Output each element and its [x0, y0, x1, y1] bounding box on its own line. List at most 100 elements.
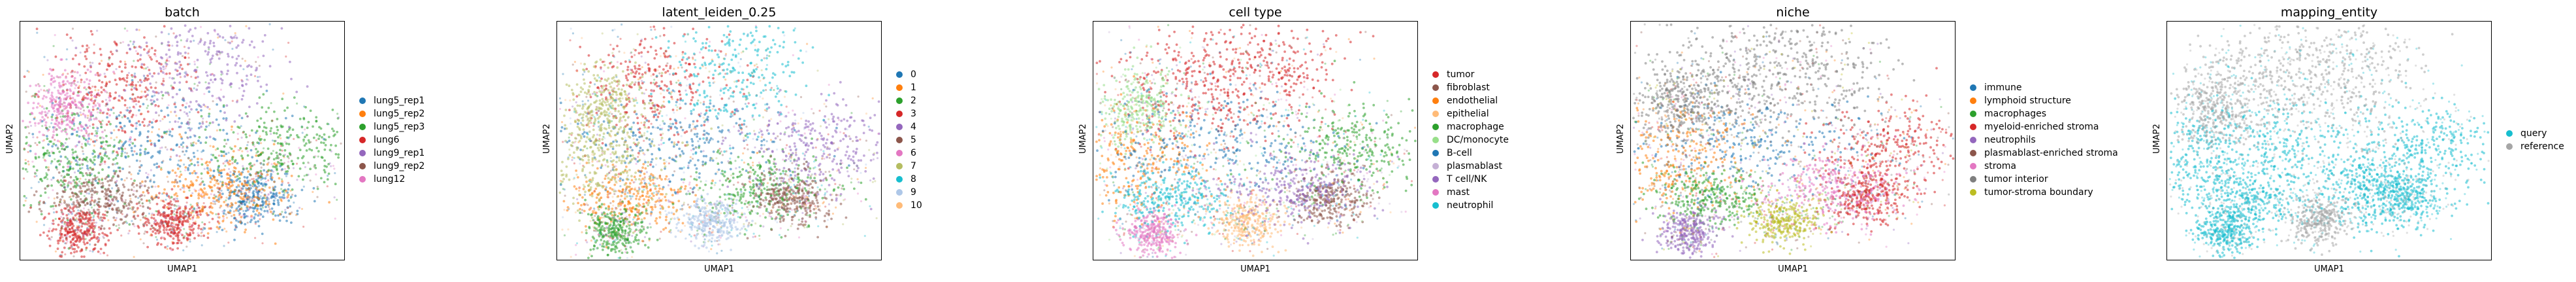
scatter-point: [784, 131, 786, 133]
scatter-point: [738, 117, 741, 120]
scatter-point: [657, 190, 660, 193]
scatter-point: [261, 206, 264, 209]
scatter-point: [286, 197, 289, 200]
scatter-point: [80, 81, 82, 84]
scatter-point: [676, 109, 679, 111]
scatter-point: [257, 193, 260, 196]
scatter-point: [166, 149, 169, 151]
scatter-point: [250, 219, 253, 221]
scatter-point: [309, 109, 312, 113]
scatter-point: [127, 188, 130, 192]
scatter-point: [131, 220, 133, 222]
scatter-point: [244, 180, 246, 183]
scatter-point: [259, 171, 262, 174]
scatter-point: [133, 190, 135, 192]
scatter-point: [184, 75, 186, 78]
scatter-point: [204, 192, 207, 196]
scatter-point: [107, 166, 110, 169]
scatter-point: [624, 168, 627, 171]
scatter-point: [150, 224, 153, 227]
scatter-point: [741, 168, 745, 171]
scatter-point: [129, 40, 132, 43]
scatter-point: [169, 247, 172, 250]
scatter-point: [261, 106, 264, 109]
scatter-point: [146, 110, 150, 113]
scatter-point: [121, 145, 124, 148]
scatter-point: [86, 229, 89, 232]
scatter-point: [137, 232, 140, 235]
scatter-point: [205, 125, 208, 128]
scatter-point: [692, 153, 694, 156]
scatter-point: [89, 138, 92, 141]
scatter-point: [72, 224, 75, 227]
scatter-point: [162, 220, 165, 223]
scatter-point: [115, 49, 118, 52]
scatter-point: [225, 213, 227, 216]
scatter-point: [35, 169, 39, 172]
scatter-point: [171, 227, 174, 230]
scatter-point: [75, 160, 78, 162]
scatter-point: [705, 137, 709, 140]
scatter-point: [814, 207, 817, 210]
scatter-point: [138, 29, 140, 31]
scatter-point: [91, 178, 95, 181]
scatter-point: [184, 24, 187, 27]
scatter-point: [246, 196, 248, 200]
scatter-point: [137, 80, 140, 83]
scatter-point: [326, 185, 329, 188]
scatter-point: [240, 216, 243, 219]
scatter-point: [203, 167, 206, 170]
scatter-point: [56, 139, 59, 143]
scatter-point: [173, 185, 176, 188]
scatter-point: [191, 192, 194, 194]
scatter-point: [35, 190, 38, 193]
scatter-point: [130, 130, 133, 133]
scatter-point: [184, 56, 187, 60]
scatter-point: [169, 120, 171, 124]
scatter-point: [74, 233, 77, 236]
scatter-point: [113, 196, 116, 198]
scatter-point: [662, 186, 665, 188]
scatter-point: [180, 122, 184, 125]
scatter-point: [89, 249, 91, 253]
scatter-point: [315, 120, 318, 123]
scatter-point: [236, 132, 239, 135]
scatter-point: [216, 54, 219, 56]
scatter-point: [155, 111, 157, 115]
scatter-point: [178, 213, 182, 215]
scatter-point: [599, 243, 602, 246]
scatter-point: [163, 213, 166, 216]
scatter-point: [142, 74, 145, 77]
scatter-point: [64, 94, 67, 96]
scatter-point: [181, 150, 184, 153]
scatter-point: [267, 107, 270, 109]
scatter-point: [773, 89, 775, 92]
scatter-point: [80, 192, 82, 195]
scatter-point: [194, 27, 197, 29]
scatter-point: [121, 77, 124, 80]
scatter-point: [109, 131, 112, 133]
scatter-point: [100, 185, 103, 188]
scatter-point: [155, 119, 159, 122]
scatter-point: [272, 186, 274, 188]
scatter-point: [71, 153, 74, 156]
scatter-point: [628, 213, 631, 217]
scatter-point: [285, 142, 288, 145]
scatter-point: [234, 159, 237, 162]
scatter-point: [139, 204, 142, 207]
scatter-point: [216, 186, 219, 190]
scatter-point: [239, 219, 242, 222]
scatter-point: [740, 202, 743, 204]
scatter-point: [84, 243, 86, 246]
scatter-point: [634, 134, 637, 137]
scatter-point: [123, 185, 126, 188]
scatter-point: [210, 73, 213, 75]
scatter-point: [143, 36, 146, 39]
scatter-point: [257, 76, 259, 79]
scatter-point: [310, 141, 312, 143]
scatter-point: [44, 90, 47, 92]
scatter-point: [233, 170, 236, 173]
scatter-point: [93, 43, 95, 46]
scatter-point: [97, 92, 100, 95]
scatter-point: [232, 173, 234, 176]
